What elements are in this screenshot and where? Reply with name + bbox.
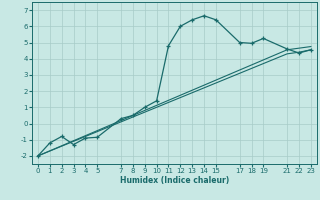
X-axis label: Humidex (Indice chaleur): Humidex (Indice chaleur) [120,176,229,185]
